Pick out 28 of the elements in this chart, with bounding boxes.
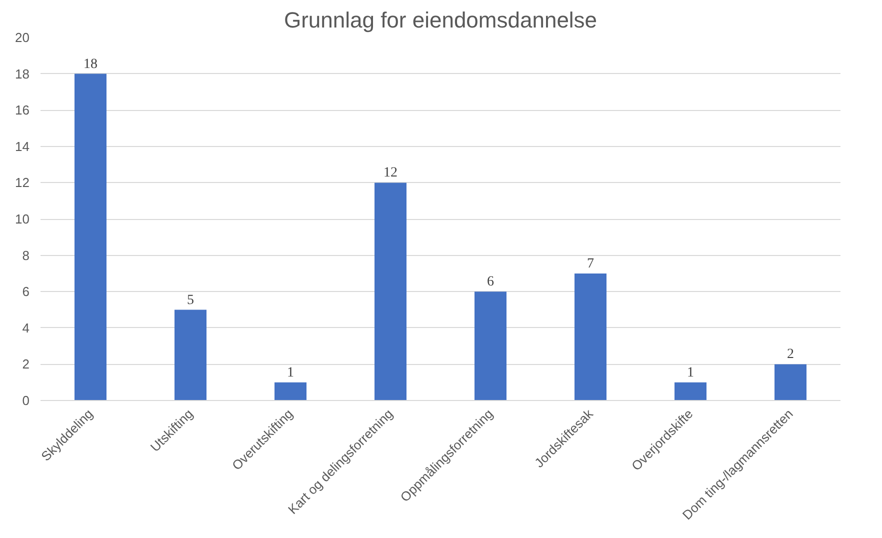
bar (74, 74, 106, 400)
y-tick-label: 12 (15, 175, 30, 190)
bar (174, 310, 206, 400)
data-label: 5 (187, 292, 194, 308)
data-label: 1 (687, 365, 694, 380)
y-tick-label: 10 (15, 212, 30, 226)
y-tick-label: 4 (22, 320, 30, 336)
y-tick-label: 6 (22, 284, 30, 300)
y-tick-label: 20 (15, 30, 30, 45)
bar (574, 273, 606, 400)
data-label: 7 (587, 256, 594, 272)
bar (274, 382, 306, 400)
y-tick-label: 0 (22, 393, 30, 408)
chart-title: Grunnlag for eiendomsdannelse (284, 8, 598, 32)
y-tick-label: 8 (22, 248, 30, 263)
data-label: 18 (84, 56, 98, 72)
bar (674, 382, 706, 400)
bar (374, 182, 406, 400)
bar (474, 292, 506, 400)
y-tick-label: 16 (15, 102, 30, 118)
data-label: 12 (384, 166, 398, 181)
y-tick-label: 14 (15, 138, 30, 154)
data-label: 6 (487, 274, 494, 290)
data-label: 1 (287, 365, 294, 380)
y-tick-label: 2 (22, 356, 30, 372)
data-label: 2 (787, 347, 794, 362)
bar (774, 364, 806, 400)
y-tick-label: 18 (15, 66, 30, 82)
